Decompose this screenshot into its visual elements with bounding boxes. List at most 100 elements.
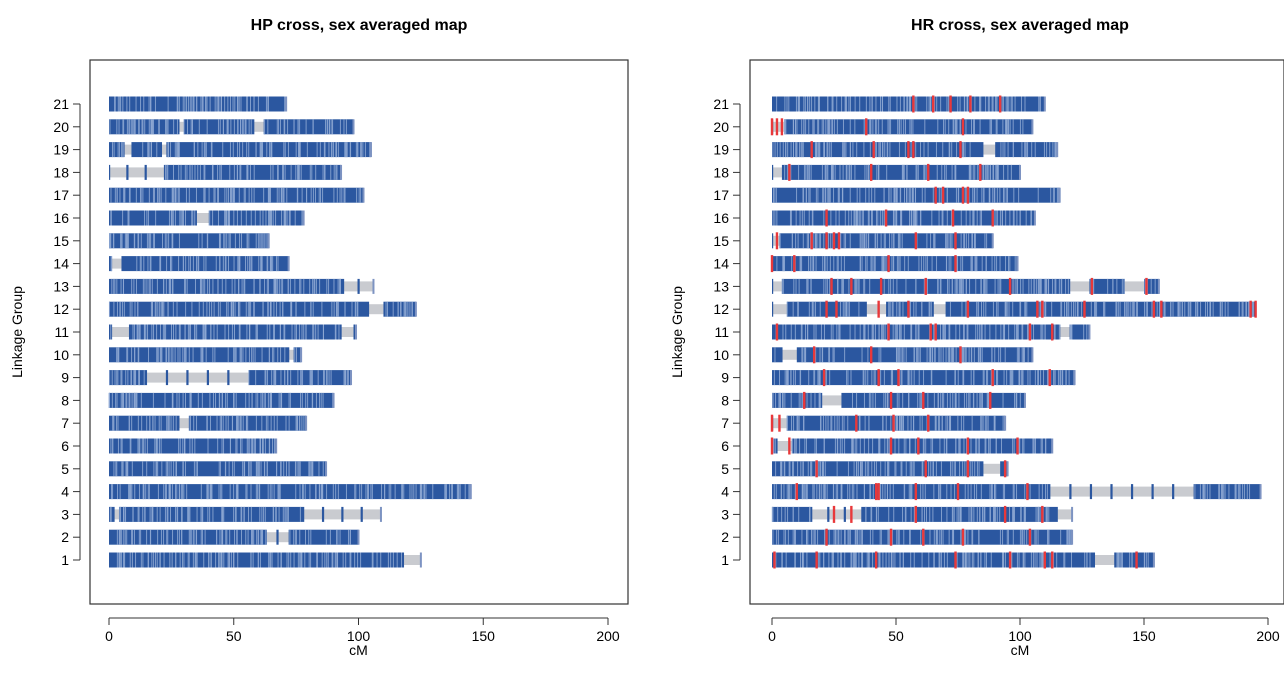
y-tick-label: 12	[713, 301, 729, 317]
highlight-marker	[966, 186, 970, 204]
highlight-marker	[889, 391, 893, 409]
highlight-marker	[855, 414, 858, 432]
x-tick-label: 50	[888, 628, 904, 644]
marker-end	[305, 415, 308, 431]
marker-block	[109, 392, 334, 408]
linkage-group-4	[772, 483, 1262, 501]
marker-end	[1071, 529, 1074, 545]
highlight-marker	[929, 323, 932, 341]
highlight-marker	[835, 300, 838, 318]
y-tick-label: 13	[53, 278, 69, 294]
marker-end	[1043, 96, 1046, 112]
hr-cross-panel: HR cross, sex averaged map Linkage Group c…	[642, 0, 1284, 682]
highlight-marker	[825, 528, 828, 546]
highlight-marker	[825, 232, 828, 250]
marker-isolated	[227, 370, 230, 386]
marker-isolated	[843, 506, 846, 522]
marker-block	[109, 347, 290, 363]
marker-block	[109, 415, 180, 431]
highlight-marker	[951, 209, 955, 227]
highlight-marker	[959, 141, 962, 159]
highlight-marker	[912, 141, 915, 159]
hr-cross-chart: HR cross, sex averaged map Linkage Group c…	[669, 17, 1284, 658]
y-tick-label: 9	[61, 370, 69, 386]
y-tick-label: 21	[53, 96, 69, 112]
highlight-marker	[778, 414, 781, 432]
marker-block	[945, 301, 1256, 317]
highlight-marker	[810, 232, 813, 250]
marker-end	[287, 256, 290, 272]
marker-isolated	[357, 278, 360, 294]
highlight-marker	[959, 346, 962, 364]
marker-block	[163, 164, 342, 180]
linkage-group-9	[109, 370, 353, 386]
highlight-marker	[837, 232, 841, 250]
y-tick-label: 8	[721, 392, 729, 408]
marker-end	[332, 392, 335, 408]
highlight-marker	[889, 437, 893, 455]
highlight-marker	[810, 141, 813, 159]
marker-block	[781, 164, 1020, 180]
y-tick-label: 12	[53, 301, 69, 317]
highlight-marker	[907, 300, 910, 318]
highlight-marker	[872, 141, 875, 159]
highlight-marker	[961, 528, 965, 546]
x-tick-label: 100	[1008, 628, 1032, 644]
marker-block	[772, 301, 774, 317]
marker-block	[784, 119, 1033, 135]
highlight-marker	[825, 300, 828, 318]
marker-block	[772, 210, 1035, 226]
marker-isolated	[165, 370, 169, 386]
x-axis-label: cM	[1011, 642, 1030, 658]
highlight-marker	[1254, 300, 1257, 318]
marker-isolated	[144, 164, 147, 180]
highlight-marker	[961, 186, 965, 204]
x-tick-label: 200	[596, 628, 620, 644]
linkage-group-4	[109, 484, 472, 500]
y-tick-label: 1	[721, 552, 729, 568]
y-tick-label: 3	[61, 506, 69, 522]
marker-block	[121, 256, 289, 272]
y-tick-label: 10	[53, 347, 69, 363]
marker-end	[1004, 415, 1007, 431]
highlight-marker	[1008, 551, 1012, 569]
y-tick-label: 18	[713, 164, 729, 180]
linkage-group-10	[109, 347, 303, 363]
highlight-marker	[1043, 551, 1046, 569]
linkage-group-5	[772, 460, 1009, 478]
marker-isolated	[206, 370, 210, 386]
y-tick-label: 1	[61, 552, 69, 568]
linkage-group-1	[109, 552, 422, 568]
linkage-group-15	[772, 232, 994, 250]
y-tick-label: 20	[53, 119, 69, 135]
marker-isolated	[276, 529, 279, 545]
linkage-group-20	[109, 119, 355, 135]
marker-block	[109, 96, 287, 112]
highlight-marker	[870, 346, 873, 364]
marker-block	[772, 164, 774, 180]
highlight-marker	[989, 391, 992, 409]
y-tick-label: 5	[61, 461, 69, 477]
highlight-marker	[914, 505, 918, 523]
highlight-marker	[932, 95, 935, 113]
marker-end	[352, 119, 355, 135]
marker-end	[1088, 324, 1091, 340]
y-tick-label: 8	[61, 392, 69, 408]
highlight-marker	[1041, 300, 1044, 318]
highlight-marker	[922, 391, 925, 409]
y-tick-label: 10	[713, 347, 729, 363]
plot-frame	[89, 59, 629, 605]
x-axis-label: cM	[349, 642, 368, 658]
linkage-group-5	[109, 461, 328, 477]
marker-isolated	[126, 164, 129, 180]
highlight-marker	[969, 95, 972, 113]
marker-end	[285, 96, 288, 112]
marker-block	[109, 529, 267, 545]
marker-end	[350, 370, 353, 386]
highlight-marker	[879, 277, 883, 295]
marker-isolated	[1172, 484, 1175, 500]
hp-cross-panel: HP cross, sex averaged map Linkage Group c…	[9, 17, 629, 658]
highlight-marker	[1028, 528, 1032, 546]
y-tick-label: 16	[713, 210, 729, 226]
highlight-marker	[954, 232, 957, 250]
